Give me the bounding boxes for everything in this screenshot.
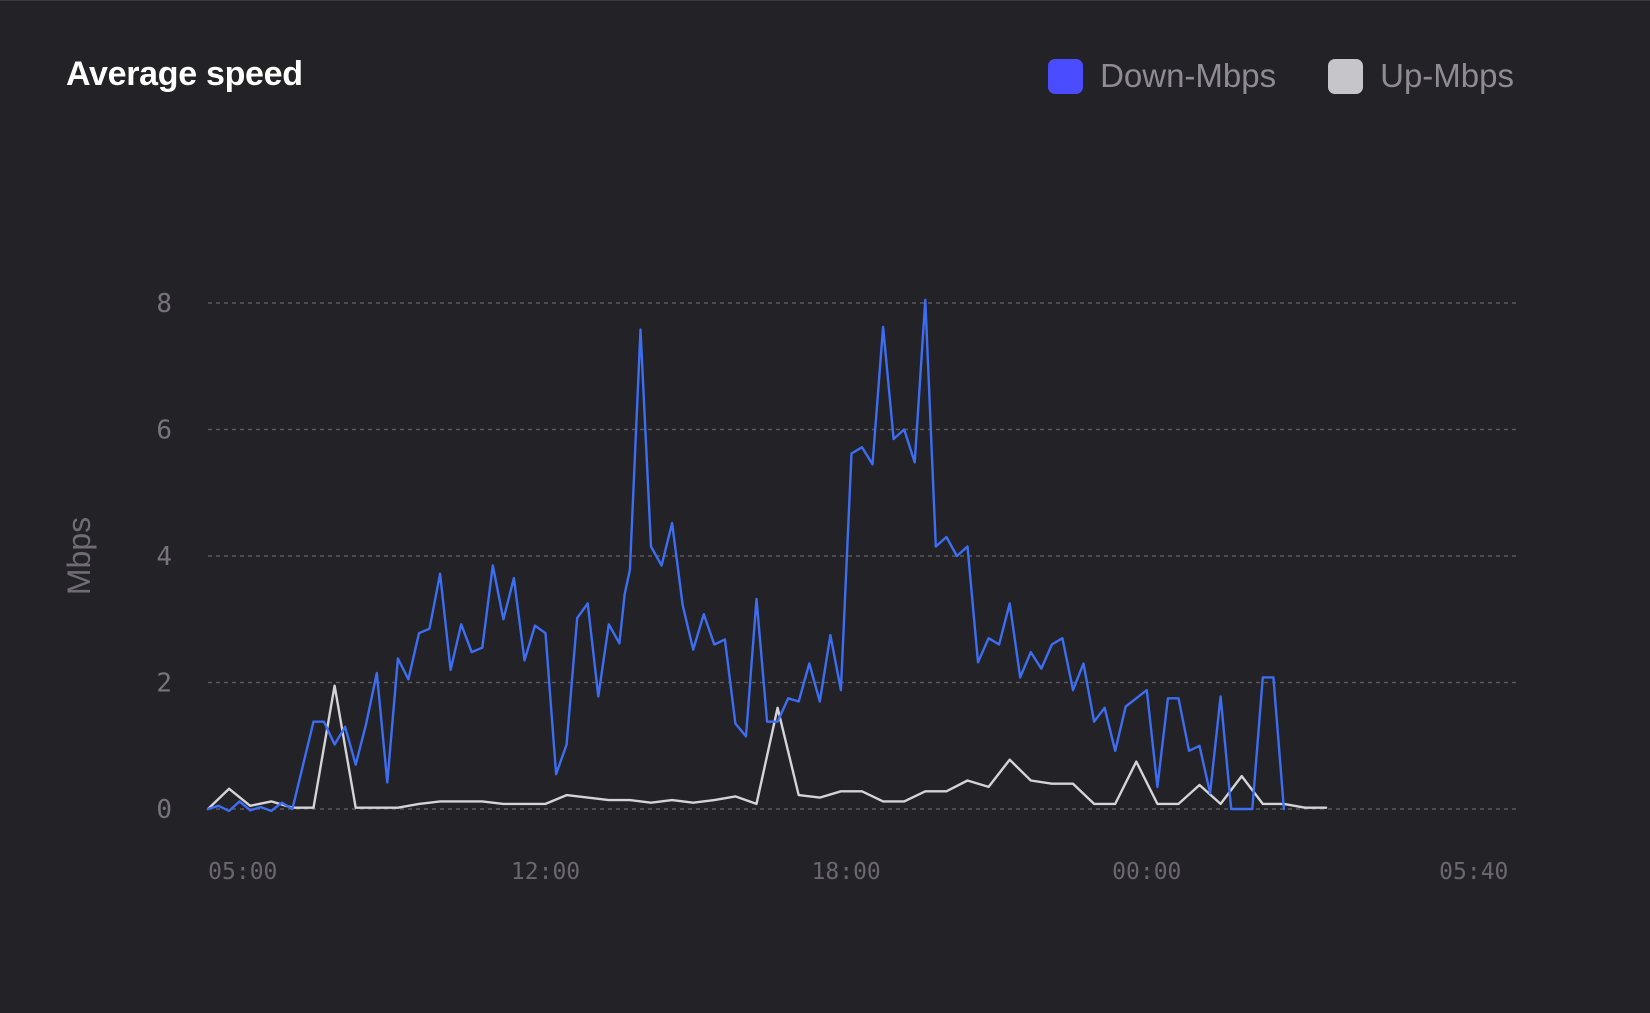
legend-label-up: Up-Mbps [1380, 57, 1514, 94]
chart-legend: Down-Mbps Up-Mbps [1048, 57, 1514, 95]
x-tick-label: 05:40 [1439, 859, 1508, 885]
legend-item-down[interactable]: Down-Mbps [1048, 57, 1276, 95]
series-line-down [206, 298, 1286, 813]
y-tick-label: 0 [156, 795, 172, 825]
legend-item-up[interactable]: Up-Mbps [1328, 57, 1514, 95]
legend-swatch-up [1328, 58, 1364, 94]
y-axis-label: Mbps [61, 517, 97, 595]
legend-label-down: Down-Mbps [1100, 57, 1277, 94]
series-line-up [206, 684, 1328, 811]
chart-title: Average speed [66, 55, 303, 93]
x-tick-label: 12:00 [511, 859, 580, 885]
y-tick-label: 6 [156, 416, 172, 446]
y-tick-label: 2 [156, 669, 172, 699]
x-tick-label: 18:00 [812, 859, 881, 885]
x-tick-label: 05:00 [208, 859, 277, 885]
y-tick-label: 4 [156, 542, 172, 572]
legend-swatch-down [1048, 58, 1084, 94]
x-tick-label: 00:00 [1112, 859, 1181, 885]
y-tick-label: 8 [156, 289, 172, 319]
